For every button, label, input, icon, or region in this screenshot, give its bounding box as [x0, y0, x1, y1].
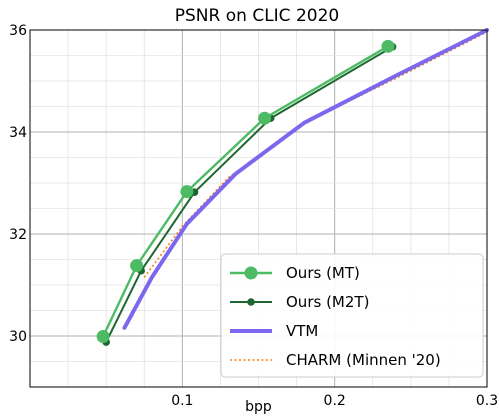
data-point [130, 259, 144, 273]
plot-frame [29, 29, 488, 388]
series-layer [96, 28, 489, 346]
series-0 [96, 39, 395, 344]
series-line [143, 31, 488, 278]
x-tick-label: 0.3 [476, 393, 498, 409]
y-tick-label: 32 [9, 227, 27, 243]
legend-label: CHARM (Minnen '20) [286, 351, 441, 369]
y-tick-label: 34 [9, 125, 27, 141]
tick-labels: 0.1 0.2 0.3 30 32 34 36 [9, 23, 498, 409]
legend-marker [244, 266, 258, 280]
x-tick-label: 0.1 [171, 393, 193, 409]
legend-label: Ours (M2T) [286, 293, 369, 311]
series-2 [122, 28, 489, 330]
legend: Ours (MT) Ours (M2T) VTM CHARM (Minnen '20) [220, 253, 484, 378]
chart-title: PSNR on CLIC 2020 [175, 6, 339, 26]
series-3 [143, 31, 488, 278]
data-point [180, 185, 194, 199]
series-line [122, 28, 489, 330]
legend-marker [247, 298, 255, 306]
y-tick-label: 36 [9, 23, 27, 39]
legend-entry: CHARM (Minnen '20) [230, 351, 441, 369]
legend-entry: Ours (M2T) [230, 293, 369, 311]
y-tick-label: 30 [9, 329, 27, 345]
data-point [96, 330, 110, 344]
legend-entry: Ours (MT) [230, 264, 360, 282]
legend-label: VTM [286, 322, 318, 340]
legend-box [220, 253, 484, 378]
x-axis-label: bpp [245, 399, 272, 415]
data-point [381, 39, 395, 53]
x-tick-label: 0.2 [324, 393, 346, 409]
legend-label: Ours (MT) [286, 264, 360, 282]
data-point [258, 111, 272, 125]
legend-entry: VTM [230, 322, 318, 340]
